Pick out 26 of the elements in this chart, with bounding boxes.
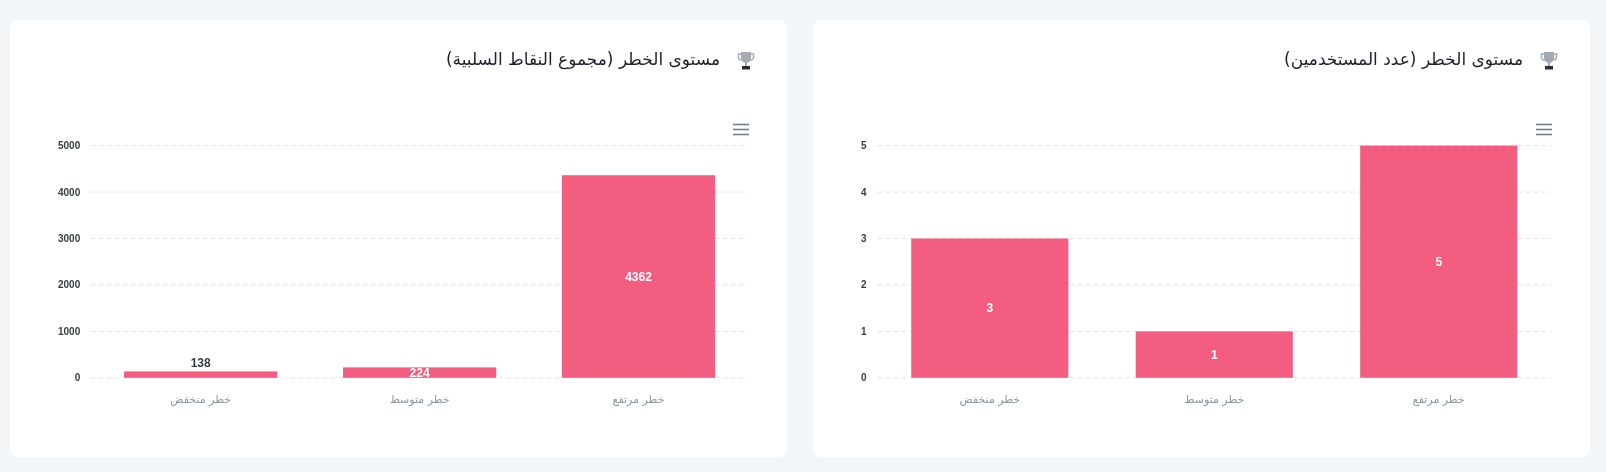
y-tick-label: 4 [861,186,867,198]
data-label: 224 [409,365,430,380]
x-tick-label: خطر متوسط [389,392,450,406]
x-tick-label: خطر مرتفع [1412,392,1465,406]
y-tick-label: 2000 [58,279,81,291]
y-tick-label: 3000 [58,232,81,244]
x-tick-label: خطر متوسط [1184,392,1245,406]
x-tick-label: خطر مرتفع [612,392,665,406]
y-tick-label: 0 [74,372,81,384]
chart-title: مستوى الخطر (عدد المستخدمين) [1284,48,1523,71]
data-label: 138 [190,356,212,371]
y-tick-label: 1000 [58,325,81,337]
y-tick-label: 5000 [58,140,81,152]
data-label: 3 [986,301,994,316]
data-label: 1 [1210,347,1218,362]
chart-title: مستوى الخطر (مجموع النقاط السلبية) [445,48,720,72]
y-tick-label: 0 [861,372,867,384]
y-tick-label: 2 [861,279,867,291]
y-tick-label: 3 [861,232,867,244]
y-tick-label: 4000 [58,186,81,198]
y-tick-label: 5 [861,140,867,152]
data-label: 4362 [625,269,653,284]
data-label: 5 [1435,254,1443,269]
x-tick-label: خطر منخفض [959,392,1021,406]
x-tick-label: خطر منخفض [170,392,232,406]
y-tick-label: 1 [861,325,867,337]
